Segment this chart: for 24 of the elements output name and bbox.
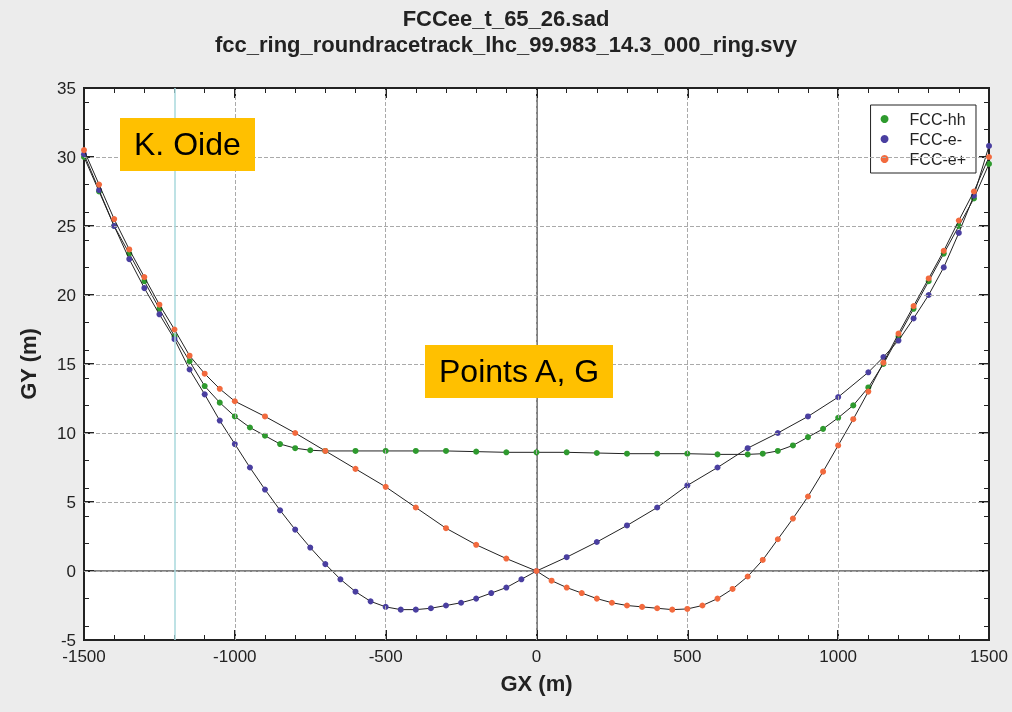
x-tick-label: 0: [531, 647, 542, 666]
y-tick-label: -5: [60, 630, 76, 650]
legend-label: FCC-e-: [909, 130, 962, 148]
y-tick-label: 35: [57, 78, 76, 98]
y-tick-label: 15: [57, 354, 76, 374]
chart-subtitle: fcc_ring_roundracetrack_lhc_99.983_14.3_000_ring.svy: [214, 31, 798, 57]
y-axis-title: GY (m): [15, 328, 41, 400]
x-axis-title: GX (m): [500, 670, 573, 696]
legend-label: FCC-hh: [909, 110, 966, 128]
chart-title: FCCee_t_65_26.sad: [402, 5, 610, 31]
x-tick-label: 1000: [819, 647, 858, 666]
y-tick-label: 0: [66, 561, 76, 581]
annotation: Points A, G: [425, 345, 614, 398]
annotation: K. Oide: [120, 118, 255, 171]
y-tick-label: 30: [57, 147, 76, 167]
x-tick-label: 500: [673, 647, 702, 666]
x-tick-label: -1000: [213, 647, 257, 666]
y-tick-label: 5: [66, 492, 76, 512]
x-tick-label: 1500: [970, 647, 1008, 666]
x-tick-label: -500: [368, 647, 403, 666]
x-tick-label: -1500: [62, 647, 106, 666]
y-tick-label: 20: [57, 285, 76, 305]
y-tick-label: 10: [57, 423, 76, 443]
y-tick-label: 25: [57, 216, 76, 236]
